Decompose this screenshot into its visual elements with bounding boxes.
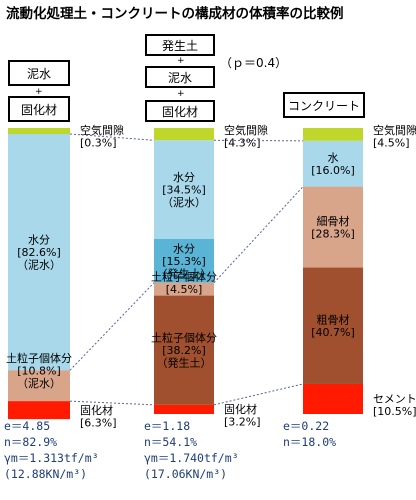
stat-porosity: n＝82.9% xyxy=(4,435,58,449)
bar-segment-label: （発生土） xyxy=(157,356,212,370)
bar-segment xyxy=(154,238,214,283)
header-plus: + xyxy=(177,89,185,99)
guide-line xyxy=(213,139,304,142)
bar-segment-label: [28.3%] xyxy=(311,227,355,240)
page-title: 流動化処理土・コンクリートの構成材の体積率の比較例 xyxy=(6,6,344,22)
bar-segment-label: （発生土） xyxy=(157,266,212,280)
bar-segment xyxy=(154,295,214,405)
header-concrete-box: コンクリート xyxy=(283,92,365,118)
bar-segment-label: （泥水） xyxy=(17,259,61,272)
bar-segment xyxy=(154,282,214,296)
stat-unit-weight: γm＝1.740tf/m³ xyxy=(144,451,239,465)
header-plus: + xyxy=(35,87,43,97)
bar-segment-label: [4.5%] xyxy=(373,137,410,150)
bar-segment-label: [82.6%] xyxy=(17,246,61,259)
bar-segment-label: セメント xyxy=(373,393,416,406)
bar-segment-label: 水分 xyxy=(28,234,50,247)
bar-segment-label: [34.5%] xyxy=(162,184,206,197)
stat-void-ratio: e＝1.18 xyxy=(144,419,191,433)
bar-segment-label: （泥水） xyxy=(162,196,206,209)
bar-segment-label: 水分 xyxy=(173,171,195,184)
bar-segment xyxy=(303,267,363,384)
header-soil-box: 発生土 xyxy=(145,34,215,56)
bar-segment-label: [16.0%] xyxy=(311,164,355,177)
stat-porosity: n＝18.0% xyxy=(283,435,337,449)
header-binder-box: 固化材 xyxy=(145,100,215,122)
bar-segment-label: [10.5%] xyxy=(373,405,416,418)
stats-col1: e＝4.85 n＝82.9% γm＝1.313tf/m³ (12.88KN/m³… xyxy=(4,418,99,482)
header-binder-box: 固化材 xyxy=(8,96,70,122)
bar-segment xyxy=(8,370,70,402)
stats-col3: e＝0.22 n＝18.0% xyxy=(283,418,336,450)
stat-void-ratio: e＝0.22 xyxy=(283,419,330,433)
bar-segment-label: 固化材 xyxy=(80,403,113,417)
bar-segment xyxy=(8,134,70,371)
bar-segment-label: [3.2%] xyxy=(224,416,261,429)
stat-unit-weight-kn: (17.06KN/m³) xyxy=(144,467,228,481)
bar-segment-label: 空気間隙 xyxy=(224,123,268,137)
bar-segment xyxy=(303,383,363,414)
bar-segment xyxy=(303,140,363,187)
bar-segment-label: 空気間隙 xyxy=(80,123,124,137)
guide-line xyxy=(213,383,304,406)
header-mud-box: 泥水 xyxy=(8,60,70,86)
guide-line xyxy=(69,282,155,371)
bar-segment-label: [6.3%] xyxy=(80,416,117,429)
stat-porosity: n＝54.1% xyxy=(144,435,198,449)
bar-segment xyxy=(154,128,214,141)
bar-segment-label: 土粒子個体分 xyxy=(151,331,217,345)
stat-unit-weight: γm＝1.313tf/m³ xyxy=(4,451,99,465)
bar-segment-label: 細骨材 xyxy=(317,214,350,228)
bar-segment-label: [15.3%] xyxy=(162,255,206,268)
header-plus: + xyxy=(177,56,185,66)
bar-segment-label: 固化材 xyxy=(224,402,257,416)
bar-segment-label: [0.3%] xyxy=(80,137,117,150)
bar-segment xyxy=(303,128,363,141)
header-mud-box: 泥水 xyxy=(145,66,215,88)
bar-segment xyxy=(8,401,70,420)
bar-segment xyxy=(8,128,70,134)
bar-segment-label: [4.3%] xyxy=(224,137,261,150)
bar-segment-label: 土粒子個体分 xyxy=(6,351,72,365)
bar-segment-label: [38.2%] xyxy=(162,344,206,357)
p-value-label: （ｐ＝0.4） xyxy=(220,56,288,70)
bar-segment xyxy=(154,140,214,239)
stats-col2: e＝1.18 n＝54.1% γm＝1.740tf/m³ (17.06KN/m³… xyxy=(144,418,239,482)
bar-segment-label: 水分 xyxy=(173,242,195,255)
bar-segment-label: 空気間隙 xyxy=(373,123,416,137)
guide-line xyxy=(213,186,304,284)
bar-segment-label: [40.7%] xyxy=(311,326,355,339)
bar-segment-label: 土粒子個体分 xyxy=(151,270,217,284)
stat-void-ratio: e＝4.85 xyxy=(4,419,51,433)
bar-segment xyxy=(154,404,214,414)
bar-segment-label: [4.5%] xyxy=(166,283,203,296)
bar-segment xyxy=(303,186,363,268)
bar-segment-label: 水 xyxy=(328,152,339,165)
bar-segment-label: 粗骨材 xyxy=(317,313,350,327)
bar-segment-label: [10.8%] xyxy=(17,365,61,378)
stat-unit-weight-kn: (12.88KN/m³) xyxy=(4,467,88,481)
bar-segment-label: （泥水） xyxy=(17,377,61,390)
